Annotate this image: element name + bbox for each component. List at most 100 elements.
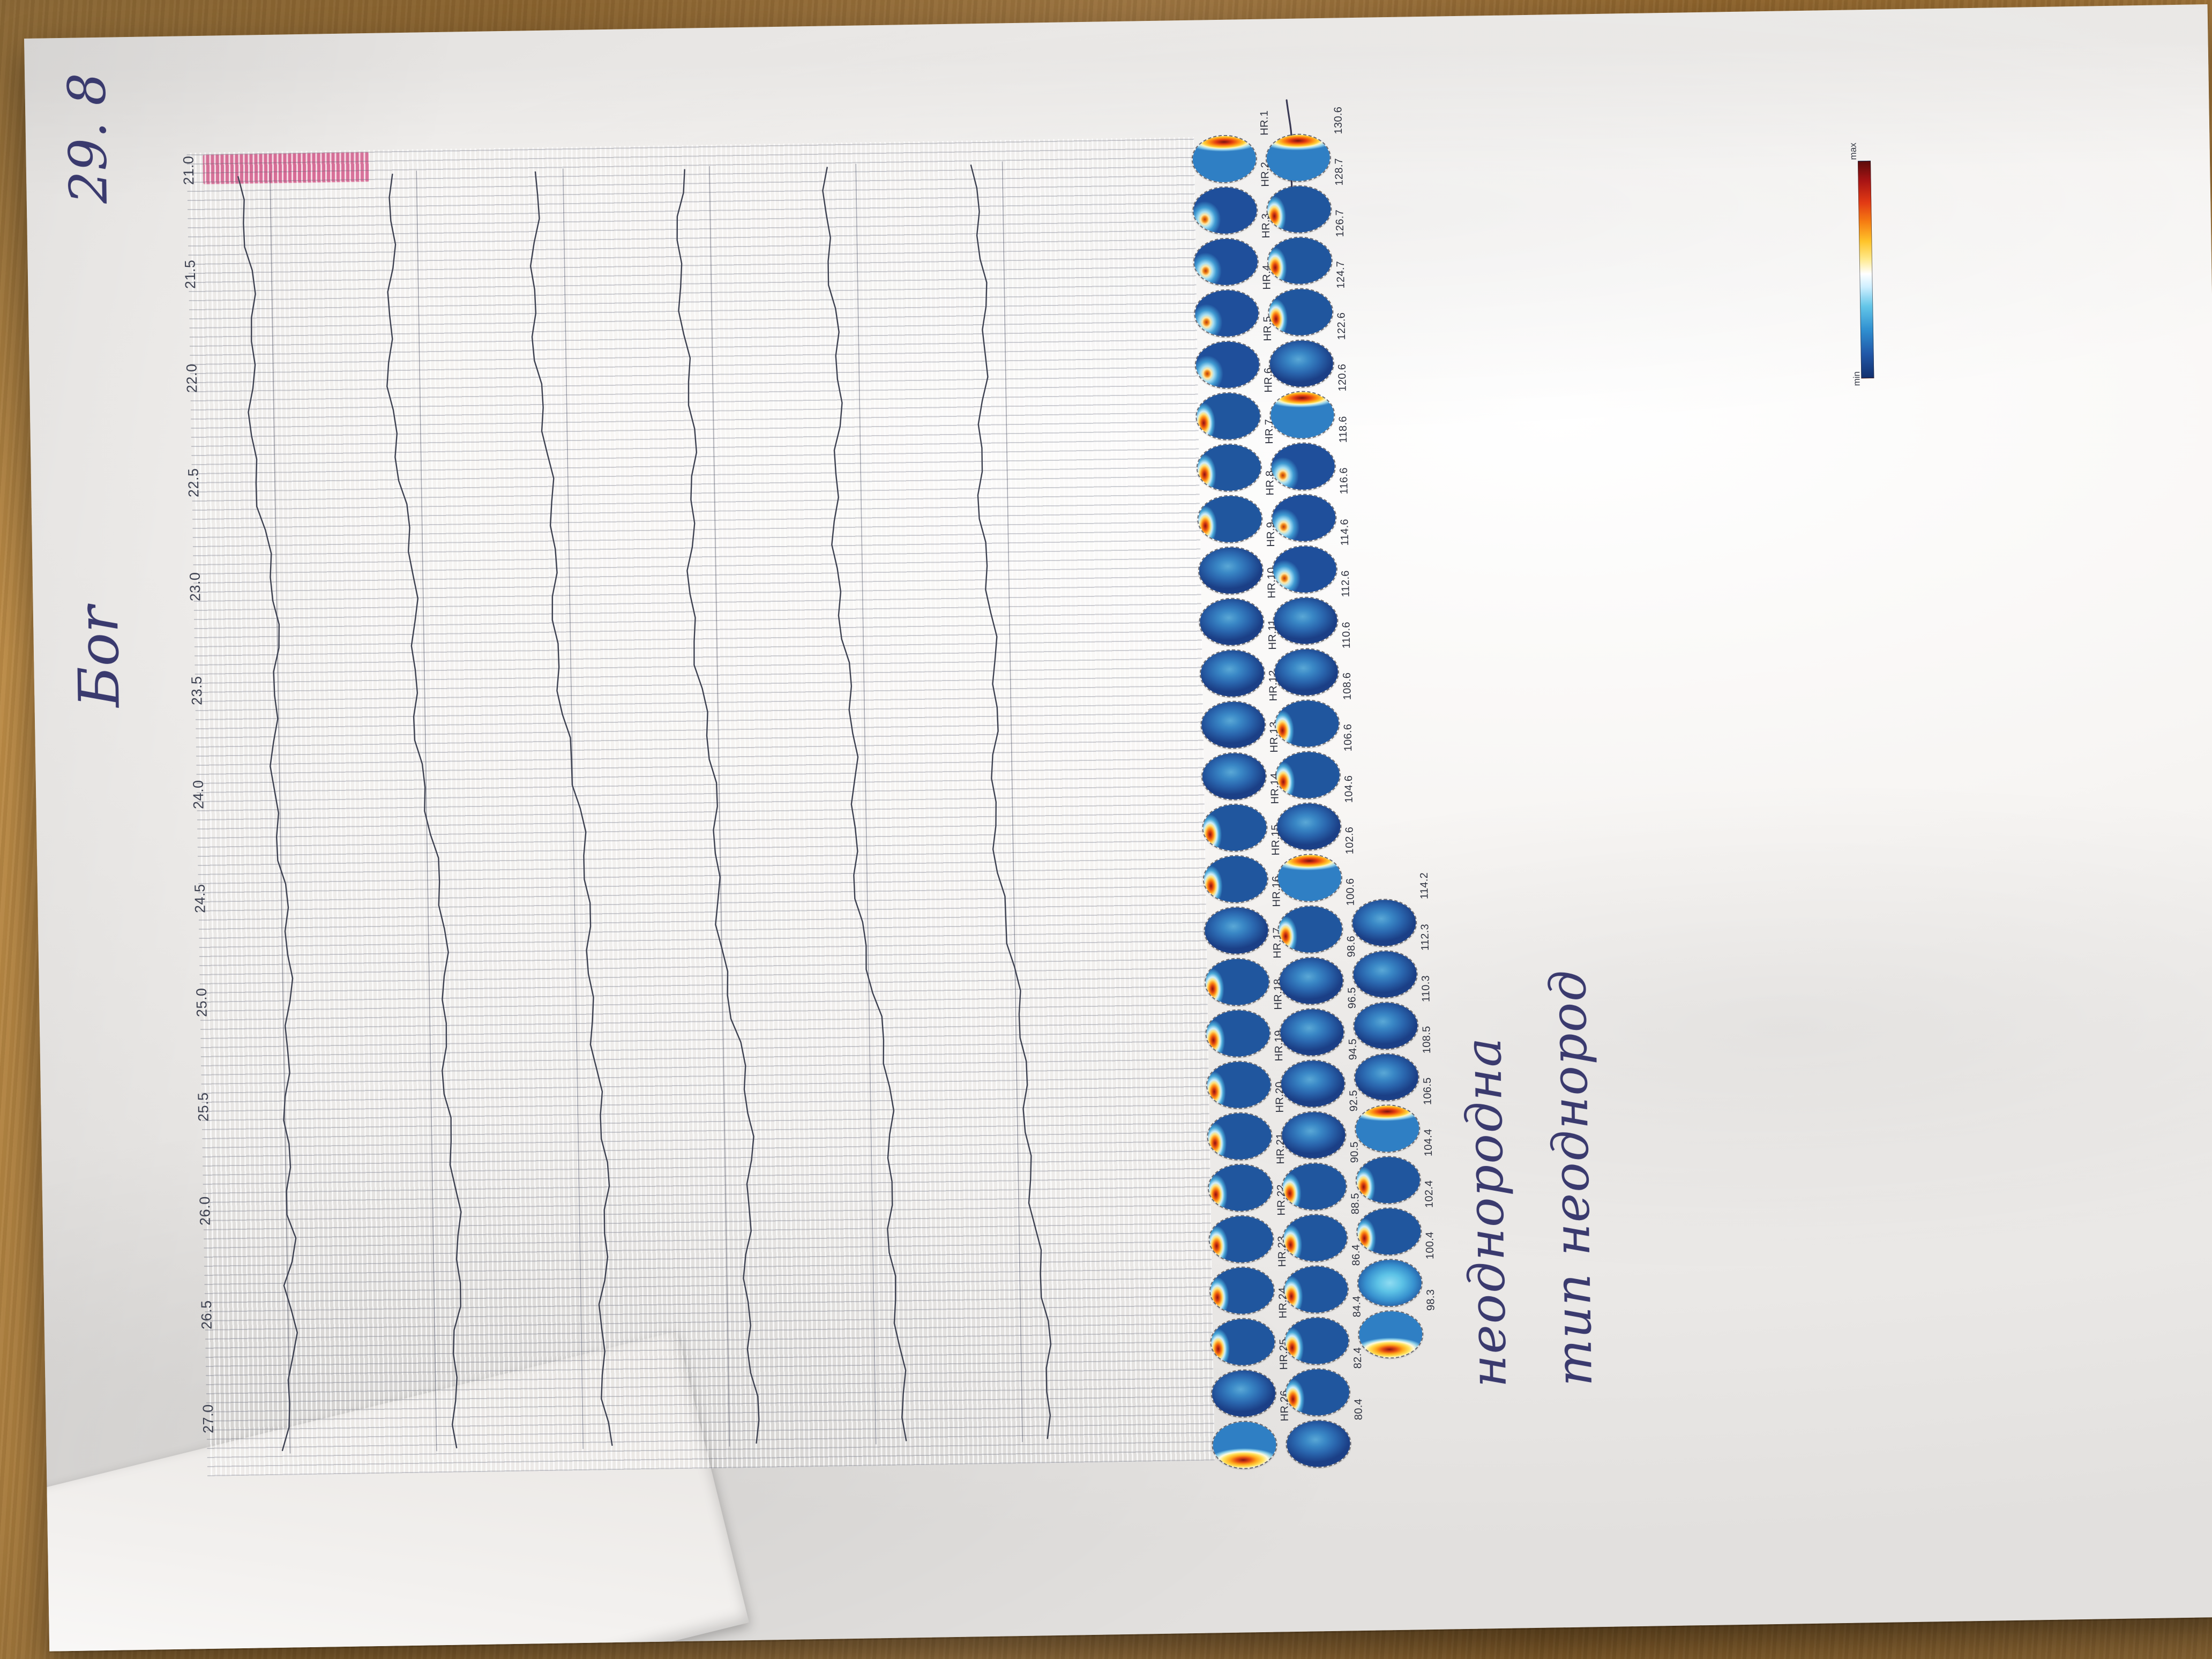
- topo-cell[interactable]: HR.18: [1205, 978, 1284, 1058]
- topo-ellipse: [1202, 854, 1269, 904]
- topo-cell[interactable]: 96.5: [1279, 987, 1358, 1057]
- topo-cell[interactable]: 102.6: [1276, 827, 1356, 903]
- topo-cell[interactable]: HR.16: [1203, 876, 1283, 955]
- topo-cell[interactable]: HR.19: [1206, 1030, 1285, 1110]
- topo-cell[interactable]: 124.7: [1267, 261, 1347, 337]
- topo-cell[interactable]: HR.2: [1192, 162, 1272, 235]
- topo-cell[interactable]: HR.21: [1207, 1133, 1287, 1213]
- topo-scalp-fill: [1208, 1214, 1275, 1264]
- topo-scalp-fill: [1274, 699, 1341, 749]
- topo-cell[interactable]: 118.6: [1270, 416, 1349, 491]
- topo-cell[interactable]: HR.10: [1198, 567, 1278, 647]
- topo-ellipse: [1274, 699, 1341, 749]
- topo-cell[interactable]: HR.6: [1195, 368, 1275, 441]
- topo-ellipse: [1275, 750, 1341, 800]
- topo-cell[interactable]: HR.15: [1202, 824, 1282, 904]
- topo-latency-label: HR.1: [1258, 110, 1271, 136]
- topo-ellipse: [1265, 133, 1332, 183]
- topo-cell[interactable]: HR.25: [1210, 1339, 1290, 1418]
- topo-cell[interactable]: HR.9: [1198, 522, 1277, 595]
- topo-scalp-fill: [1205, 1008, 1272, 1058]
- topo-ellipse: [1283, 1316, 1350, 1366]
- topo-scalp-fill: [1354, 1052, 1420, 1102]
- topo-cell[interactable]: 106.6: [1275, 724, 1354, 800]
- topo-scalp-fill: [1269, 390, 1336, 440]
- axis-tick-6: 24.0: [190, 780, 207, 810]
- topo-cell[interactable]: HR.13: [1201, 721, 1280, 801]
- topo-cell[interactable]: 82.4: [1284, 1347, 1364, 1417]
- topo-cell[interactable]: 80.4: [1285, 1399, 1365, 1469]
- topo-scalp-fill: [1275, 750, 1341, 800]
- topo-cell[interactable]: 130.6: [1265, 107, 1344, 183]
- topo-scalp-fill: [1206, 1060, 1272, 1110]
- topo-ellipse: [1211, 1420, 1278, 1470]
- topo-cell[interactable]: 114.6: [1272, 519, 1351, 594]
- topo-cell[interactable]: HR.8: [1197, 470, 1276, 544]
- topo-cell[interactable]: 126.7: [1267, 210, 1346, 286]
- topo-cell[interactable]: 114.2: [1351, 872, 1431, 948]
- handwritten-note-line-2: тип неоднород: [1539, 968, 1603, 1387]
- topo-cell[interactable]: 94.5: [1280, 1038, 1359, 1109]
- topo-cell[interactable]: HR.11: [1199, 619, 1279, 698]
- topo-cell[interactable]: 108.6: [1274, 672, 1354, 749]
- topo-cell[interactable]: 112.3: [1352, 924, 1431, 999]
- topo-cell[interactable]: HR.22: [1208, 1184, 1288, 1264]
- topo-cell[interactable]: 98.6: [1278, 936, 1357, 1006]
- topo-cell[interactable]: 100.4: [1357, 1231, 1436, 1308]
- topo-cell[interactable]: HR.5: [1194, 316, 1274, 390]
- topo-cell[interactable]: HR.4: [1193, 265, 1273, 338]
- topo-cell[interactable]: 90.5: [1281, 1141, 1361, 1212]
- axis-tick-12: 27.0: [200, 1404, 216, 1434]
- topo-scalp-fill: [1281, 1162, 1348, 1212]
- topo-cell[interactable]: HR.26: [1211, 1390, 1291, 1470]
- topo-scalp-fill: [1283, 1265, 1349, 1314]
- topo-cell[interactable]: HR.20: [1206, 1081, 1286, 1161]
- topo-cell[interactable]: HR.14: [1201, 773, 1281, 853]
- topo-cell[interactable]: HR.17: [1204, 927, 1283, 1007]
- topo-cell[interactable]: 98.3: [1357, 1289, 1437, 1359]
- topo-scalp-fill: [1280, 1110, 1347, 1160]
- topo-ellipse: [1279, 1007, 1346, 1057]
- topo-scalp-fill: [1196, 443, 1262, 492]
- topo-ellipse: [1192, 185, 1259, 235]
- topo-ellipse: [1209, 1266, 1275, 1316]
- axis-tick-1: 21.5: [182, 259, 199, 289]
- topo-ellipse: [1354, 1052, 1420, 1102]
- channel-baseline-4: [855, 163, 877, 1445]
- topo-cell[interactable]: HR.7: [1196, 419, 1275, 492]
- topo-ellipse: [1205, 1008, 1272, 1058]
- axis-tick-3: 22.5: [185, 467, 202, 497]
- topo-cell[interactable]: 112.6: [1272, 570, 1352, 646]
- topo-ellipse: [1280, 1110, 1347, 1160]
- topo-cell[interactable]: 84.4: [1283, 1296, 1363, 1366]
- handwritten-name: Боr: [65, 606, 132, 708]
- topo-scalp-fill: [1284, 1367, 1351, 1417]
- topo-scalp-fill: [1209, 1266, 1275, 1316]
- topo-cell[interactable]: 92.5: [1280, 1090, 1360, 1160]
- topo-cell[interactable]: 104.6: [1275, 775, 1355, 851]
- topo-cell[interactable]: HR.1: [1191, 110, 1271, 184]
- topo-cell[interactable]: 122.6: [1268, 312, 1348, 388]
- colorbar-max-label: max: [1848, 143, 1858, 160]
- topo-cell[interactable]: 86.4: [1283, 1244, 1362, 1314]
- topo-ellipse: [1197, 494, 1264, 544]
- topo-cell[interactable]: 110.3: [1352, 975, 1432, 1051]
- topo-cell[interactable]: HR.3: [1193, 213, 1272, 287]
- topo-cell[interactable]: 88.5: [1282, 1193, 1362, 1263]
- topo-cell[interactable]: 128.7: [1266, 158, 1346, 234]
- topo-cell[interactable]: HR.23: [1209, 1236, 1288, 1316]
- axis-tick-0: 21.0: [180, 155, 197, 185]
- topo-cell[interactable]: 110.6: [1273, 622, 1352, 697]
- topo-ellipse: [1206, 1060, 1272, 1110]
- topo-cell[interactable]: HR.12: [1200, 670, 1280, 750]
- topo-scalp-fill: [1197, 494, 1264, 544]
- topo-cell[interactable]: 120.6: [1269, 364, 1349, 440]
- topo-cell[interactable]: 104.4: [1355, 1129, 1434, 1205]
- topo-cell[interactable]: 100.6: [1277, 878, 1357, 954]
- topo-cell[interactable]: 116.6: [1271, 467, 1350, 543]
- topo-cell[interactable]: 108.5: [1354, 1026, 1433, 1102]
- topo-cell[interactable]: 102.4: [1356, 1180, 1436, 1257]
- topo-latency-label: 102.4: [1423, 1180, 1436, 1208]
- topo-cell[interactable]: 106.5: [1354, 1077, 1434, 1154]
- topo-cell[interactable]: HR.24: [1209, 1287, 1289, 1367]
